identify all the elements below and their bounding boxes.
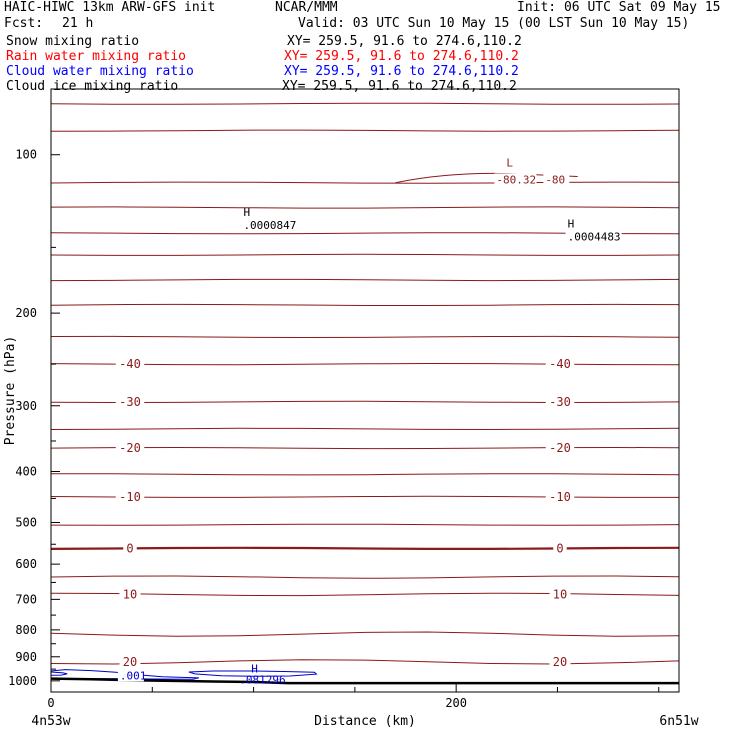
y-tick-label: 800 bbox=[15, 623, 37, 637]
field-snow-name: Snow mixing ratio bbox=[6, 34, 140, 49]
isotherm-label: -20 bbox=[119, 441, 141, 455]
y-tick-label: 900 bbox=[15, 650, 37, 664]
y-tick-label: 400 bbox=[15, 464, 37, 478]
x-left-endpoint: 4n53w bbox=[31, 714, 70, 729]
isotherm-line bbox=[50, 631, 680, 637]
high-value: .0000847 bbox=[243, 219, 296, 232]
isotherm-label-bg bbox=[553, 542, 567, 555]
field-cloudice-xy: XY= 259.5, 91.6 to 274.6,110.2 bbox=[282, 79, 517, 94]
low-value: -80.32 bbox=[496, 173, 536, 186]
isotherm-label-bg bbox=[119, 588, 141, 601]
isotherm-label-bg bbox=[543, 173, 570, 186]
isotherm-label-bg bbox=[545, 358, 575, 371]
isotherm-label: 0 bbox=[556, 541, 563, 555]
isotherm-line bbox=[50, 427, 680, 431]
cloud-water-max-marker: H bbox=[251, 662, 258, 675]
isotherm-line bbox=[50, 278, 680, 282]
isotherm-line bbox=[50, 303, 680, 306]
isotherm-label: 20 bbox=[553, 655, 567, 669]
isotherm-label: -10 bbox=[549, 490, 571, 504]
isotherm-label-bg bbox=[123, 542, 137, 555]
isotherm-line bbox=[50, 206, 680, 209]
isotherm-label-bg bbox=[549, 588, 571, 601]
isotherm-line bbox=[50, 335, 680, 339]
isotherm-line bbox=[50, 446, 680, 450]
isotherm-line bbox=[50, 523, 680, 526]
y-tick-label: 100 bbox=[15, 148, 37, 162]
isotherm-label-bg bbox=[545, 395, 575, 408]
high-marker: H bbox=[243, 206, 250, 219]
high-value-bg bbox=[241, 218, 298, 231]
high-value-bg bbox=[565, 230, 622, 243]
y-tick-label: 600 bbox=[15, 557, 37, 571]
isotherm-line bbox=[50, 495, 679, 498]
forecast-label: Fcst: bbox=[4, 16, 44, 31]
isotherm-label: -80 bbox=[545, 173, 565, 186]
isotherm-label: 10 bbox=[553, 587, 567, 601]
cloud-water-label: .001 bbox=[120, 669, 146, 682]
isotherm-label: -30 bbox=[119, 395, 141, 409]
field-snow-xy: XY= 259.5, 91.6 to 274.6,110.2 bbox=[287, 34, 522, 49]
high-marker: H bbox=[568, 218, 575, 231]
isotherm-label: -10 bbox=[119, 490, 141, 504]
forecast-hours: 21 h bbox=[62, 16, 94, 31]
field-rain-name: Rain water mixing ratio bbox=[6, 49, 187, 64]
plot-frame bbox=[50, 88, 680, 693]
field-cloudwater-xy: XY= 259.5, 91.6 to 274.6,110.2 bbox=[284, 64, 519, 79]
isotherm-line bbox=[50, 102, 680, 105]
isotherm-line bbox=[50, 592, 680, 597]
isotherm-label: -40 bbox=[119, 357, 141, 371]
isotherm-line bbox=[50, 362, 680, 366]
isotherm-label-bg bbox=[115, 358, 145, 371]
x-tick-label: 0 bbox=[47, 696, 54, 710]
field-cloudwater-name: Cloud water mixing ratio bbox=[6, 64, 194, 79]
cloud-water-contour bbox=[188, 670, 318, 677]
x-right-endpoint: 6n51w bbox=[659, 714, 698, 729]
low-value-bg bbox=[494, 173, 537, 186]
isotherm-label: -20 bbox=[549, 441, 571, 455]
field-cloudice-name: Cloud ice mixing ratio bbox=[6, 79, 179, 94]
isotherm-line bbox=[51, 473, 680, 476]
y-tick-label: 200 bbox=[15, 306, 37, 320]
model-title: HAIC-HIWC 13km ARW-GFS init bbox=[4, 0, 216, 15]
isotherm-line bbox=[50, 659, 680, 665]
isotherm-label: -30 bbox=[549, 395, 571, 409]
isotherm-label-bg bbox=[545, 442, 575, 455]
init-time: Init: 06 UTC Sat 09 May 15 bbox=[517, 0, 721, 15]
isotherm-label: 0 bbox=[126, 541, 133, 555]
isotherm-line bbox=[50, 400, 680, 404]
isotherm-label-bg bbox=[549, 655, 571, 668]
isotherm-label-bg bbox=[115, 395, 145, 408]
isotherm-line bbox=[50, 546, 680, 550]
isotherm-label: 10 bbox=[123, 587, 137, 601]
isotherm-label-bg bbox=[545, 490, 575, 503]
high-value: .0004483 bbox=[568, 231, 621, 244]
isotherm-line bbox=[50, 181, 680, 184]
org-label: NCAR/MMM bbox=[275, 0, 338, 15]
isotherm-label-bg bbox=[119, 655, 141, 668]
y-tick-label: 500 bbox=[15, 515, 37, 529]
cloud-water-max-value: .081296 bbox=[239, 673, 285, 686]
isotherm-label-bg bbox=[115, 442, 145, 455]
y-axis-title: Pressure (hPa) bbox=[3, 336, 18, 446]
y-tick-label: 300 bbox=[15, 399, 37, 413]
cloud-water-contour bbox=[50, 671, 68, 676]
valid-time: Valid: 03 UTC Sun 10 May 15 (00 LST Sun … bbox=[298, 16, 690, 31]
y-tick-label: 1000 bbox=[8, 674, 37, 688]
cloud-water-label-bg bbox=[117, 669, 144, 682]
isotherm-line bbox=[50, 253, 680, 256]
x-tick-label: 200 bbox=[445, 696, 467, 710]
field-rain-xy: XY= 259.5, 91.6 to 274.6,110.2 bbox=[284, 49, 519, 64]
y-tick-label: 700 bbox=[15, 592, 37, 606]
isotherm-label: 20 bbox=[123, 655, 137, 669]
isotherm-label-bg bbox=[115, 490, 145, 503]
x-axis-title: Distance (km) bbox=[314, 714, 416, 729]
isotherm-line bbox=[50, 575, 680, 579]
isotherm-label: -40 bbox=[549, 357, 571, 371]
isotherm-line bbox=[50, 129, 680, 132]
low-marker: L bbox=[506, 156, 513, 169]
